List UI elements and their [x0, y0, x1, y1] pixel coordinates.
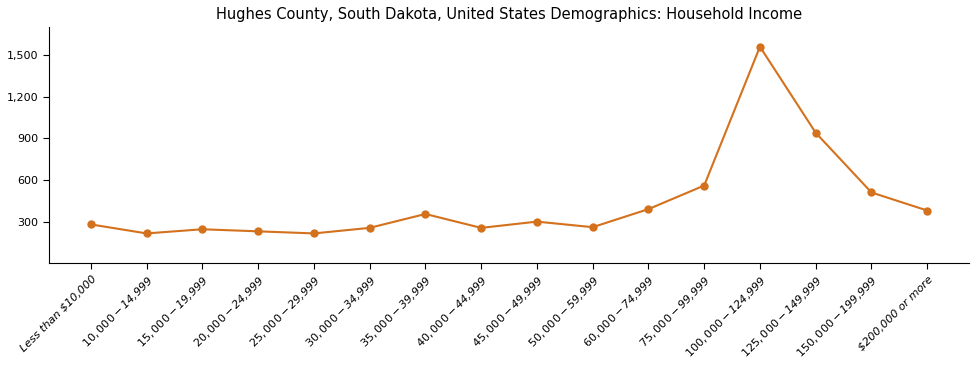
- Title: Hughes County, South Dakota, United States Demographics: Household Income: Hughes County, South Dakota, United Stat…: [216, 7, 802, 22]
